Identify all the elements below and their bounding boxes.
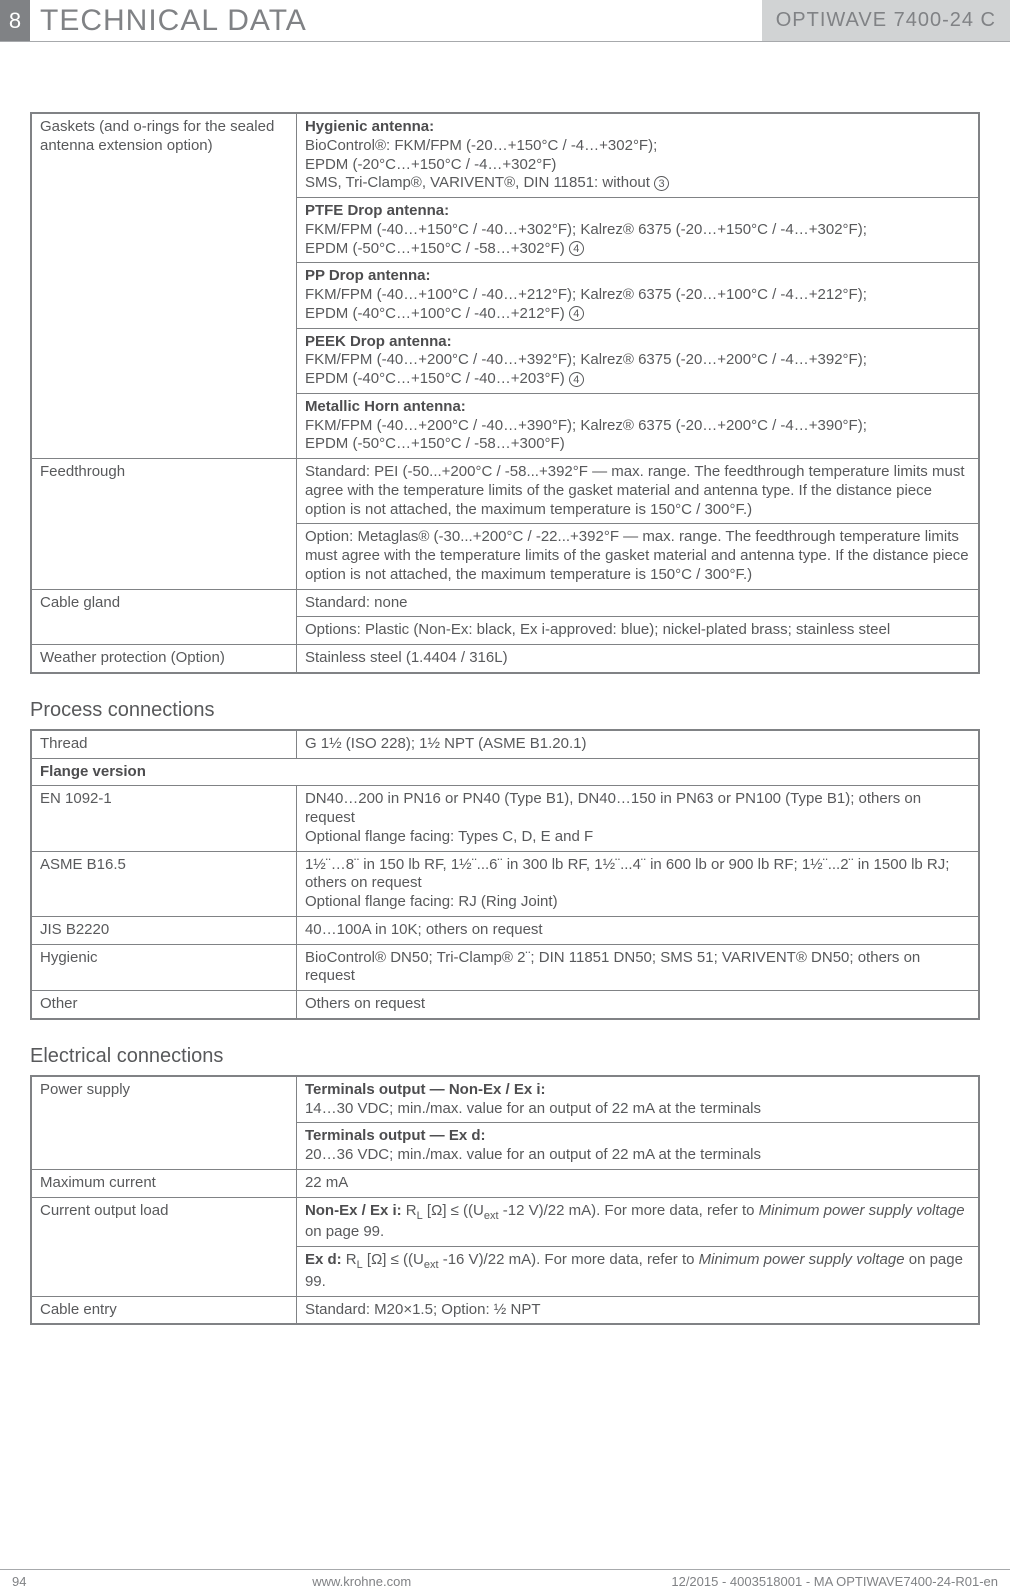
jis-label: JIS B2220 [31, 916, 296, 944]
power-label: Power supply [31, 1076, 296, 1170]
note3-icon: 3 [654, 176, 669, 191]
load2-title: Ex d: [305, 1251, 346, 1268]
page-header: 8 TECHNICAL DATA OPTIWAVE 7400-24 C [0, 0, 1010, 42]
note4-icon: 4 [569, 372, 584, 387]
asme-cell: 1½¨…8¨ in 150 lb RF, 1½¨...6¨ in 300 lb … [296, 851, 979, 916]
en-cell: DN40…200 in PN16 or PN40 (Type B1), DN40… [296, 786, 979, 851]
load2-ital: Minimum power supply voltage [699, 1251, 905, 1268]
peek-l2a: EPDM (-40°C…+150°C / -40…+203°F) [305, 370, 569, 387]
rl: R [406, 1202, 417, 1219]
load-exd: Ex d: RL [Ω] ≤ ((Uext -16 V)/22 mA). For… [296, 1247, 979, 1297]
chapter-number: 8 [0, 0, 30, 41]
footer-docref: 12/2015 - 4003518001 - MA OPTIWAVE7400-2… [671, 1574, 998, 1590]
hygienic-title: Hygienic antenna: [305, 118, 434, 135]
cable-std: Standard: none [296, 589, 979, 617]
feed-opt: Option: Metaglas® (-30...+200°C / -22...… [296, 524, 979, 589]
process-heading: Process connections [30, 698, 980, 723]
maxcurrent-label: Maximum current [31, 1169, 296, 1197]
process-table: Thread G 1½ (ISO 228); 1½ NPT (ASME B1.2… [30, 729, 980, 1020]
gaskets-label: Gaskets (and o-rings for the sealed ante… [31, 113, 296, 459]
load1-mid: -12 V)/22 mA). For more data, refer to [499, 1202, 759, 1219]
ohm2: [Ω] ≤ ((U [363, 1251, 424, 1268]
load-nonex: Non-Ex / Ex i: RL [Ω] ≤ ((Uext -12 V)/22… [296, 1197, 979, 1247]
power-nonex: Terminals output — Non-Ex / Ex i: 14…30 … [296, 1076, 979, 1123]
device-model: OPTIWAVE 7400-24 C [762, 0, 1010, 41]
ptfe-l2a: EPDM (-50°C…+150°C / -58…+302°F) [305, 240, 569, 257]
hyg-l1: BioControl®: FKM/FPM (-20…+150°C / -4…+3… [305, 137, 657, 154]
ptfe-l1: FKM/FPM (-40…+150°C / -40…+302°F); Kalre… [305, 221, 867, 238]
pow2-title: Terminals output — Ex d: [305, 1127, 486, 1144]
en-l2: Optional flange facing: Types C, D, E an… [305, 828, 593, 845]
thread-val: G 1½ (ISO 228); 1½ NPT (ASME B1.20.1) [296, 730, 979, 758]
maxcurrent-val: 22 mA [296, 1169, 979, 1197]
footer-url: www.krohne.com [52, 1574, 671, 1590]
pow1-val: 14…30 VDC; min./max. value for an output… [305, 1100, 761, 1117]
thread-label: Thread [31, 730, 296, 758]
pow2-val: 20…36 VDC; min./max. value for an output… [305, 1146, 761, 1163]
pow1-title: Terminals output — Non-Ex / Ex i: [305, 1081, 546, 1098]
horn-cell: Metallic Horn antenna: FKM/FPM (-40…+200… [296, 393, 979, 458]
peek-title: PEEK Drop antenna: [305, 333, 452, 350]
peek-l1: FKM/FPM (-40…+200°C / -40…+392°F); Kalre… [305, 351, 867, 368]
other-val: Others on request [296, 991, 979, 1019]
other-label: Other [31, 991, 296, 1019]
weather-val: Stainless steel (1.4404 / 316L) [296, 645, 979, 673]
pp-l1: FKM/FPM (-40…+100°C / -40…+212°F); Kalre… [305, 286, 867, 303]
hygienic-antenna-cell: Hygienic antenna: BioControl®: FKM/FPM (… [296, 113, 979, 198]
load-label: Current output load [31, 1197, 296, 1296]
cable-entry-val: Standard: M20×1.5; Option: ½ NPT [296, 1296, 979, 1324]
pp-l2a: EPDM (-40°C…+100°C / -40…+212°F) [305, 305, 569, 322]
cable-entry-label: Cable entry [31, 1296, 296, 1324]
en-label: EN 1092-1 [31, 786, 296, 851]
hygienic-val: BioControl® DN50; Tri-Clamp® 2¨; DIN 118… [296, 944, 979, 991]
rl2: R [346, 1251, 357, 1268]
jis-val: 40…100A in 10K; others on request [296, 916, 979, 944]
uext-sub: ext [484, 1210, 499, 1222]
load1-title: Non-Ex / Ex i: [305, 1202, 406, 1219]
electrical-heading: Electrical connections [30, 1044, 980, 1069]
page-content: Gaskets (and o-rings for the sealed ante… [0, 42, 1010, 1369]
hygienic-label: Hygienic [31, 944, 296, 991]
load1-ital: Minimum power supply voltage [759, 1202, 965, 1219]
materials-table: Gaskets (and o-rings for the sealed ante… [30, 112, 980, 674]
load1-end: on page 99. [305, 1223, 384, 1240]
uext2-sub: ext [424, 1259, 439, 1271]
pp-cell: PP Drop antenna: FKM/FPM (-40…+100°C / -… [296, 263, 979, 328]
electrical-table: Power supply Terminals output — Non-Ex /… [30, 1075, 980, 1326]
hyg-l2: EPDM (-20°C…+150°C / -4…+302°F) [305, 156, 556, 173]
asme-l2: Optional flange facing: RJ (Ring Joint) [305, 893, 558, 910]
load2-mid: -16 V)/22 mA). For more data, refer to [439, 1251, 699, 1268]
flange-header: Flange version [31, 758, 979, 786]
chapter-title: TECHNICAL DATA [30, 0, 307, 41]
ptfe-title: PTFE Drop antenna: [305, 202, 449, 219]
cable-opt: Options: Plastic (Non-Ex: black, Ex i-ap… [296, 617, 979, 645]
cable-gland-label: Cable gland [31, 589, 296, 645]
horn-l2: EPDM (-50°C…+150°C / -58…+300°F) [305, 435, 565, 452]
asme-l1: 1½¨…8¨ in 150 lb RF, 1½¨...6¨ in 300 lb … [305, 856, 949, 892]
page-number: 94 [12, 1574, 52, 1590]
hyg-l3a: SMS, Tri-Clamp®, VARIVENT®, DIN 11851: w… [305, 174, 654, 191]
pp-title: PP Drop antenna: [305, 267, 431, 284]
note4-icon: 4 [569, 306, 584, 321]
feed-std: Standard: PEI (-50...+200°C / -58...+392… [296, 459, 979, 524]
feedthrough-label: Feedthrough [31, 459, 296, 590]
peek-cell: PEEK Drop antenna: FKM/FPM (-40…+200°C /… [296, 328, 979, 393]
weather-label: Weather protection (Option) [31, 645, 296, 673]
ohm: [Ω] ≤ ((U [423, 1202, 484, 1219]
horn-title: Metallic Horn antenna: [305, 398, 466, 415]
ptfe-cell: PTFE Drop antenna: FKM/FPM (-40…+150°C /… [296, 198, 979, 263]
note4-icon: 4 [569, 241, 584, 256]
asme-label: ASME B16.5 [31, 851, 296, 916]
en-l1: DN40…200 in PN16 or PN40 (Type B1), DN40… [305, 790, 921, 826]
power-exd: Terminals output — Ex d: 20…36 VDC; min.… [296, 1123, 979, 1170]
horn-l1: FKM/FPM (-40…+200°C / -40…+390°F); Kalre… [305, 417, 867, 434]
